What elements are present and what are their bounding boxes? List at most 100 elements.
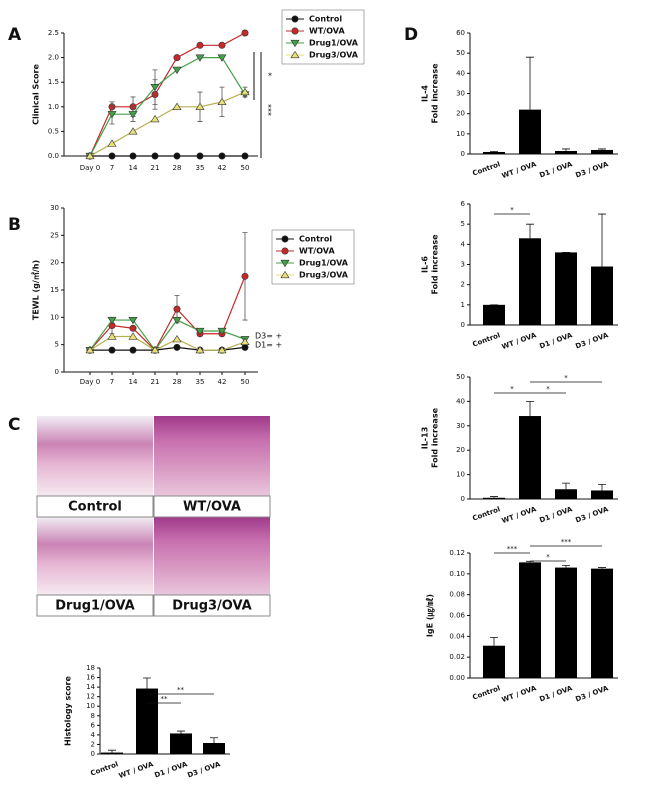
legend-label: Drug1/OVA: [299, 259, 349, 268]
significance-label: *: [510, 206, 514, 214]
bar: [203, 743, 225, 754]
series-line: [89, 276, 246, 352]
y-axis-label: IgE (㎍/㎖): [425, 594, 436, 637]
bar: [555, 252, 577, 325]
y-tick-label: 10: [86, 702, 95, 710]
y-axis-label: IL-4: [421, 85, 430, 102]
y-tick-label: 20: [456, 110, 465, 118]
bar: [519, 238, 541, 325]
series-line: [89, 335, 246, 351]
y-tick-label: 5: [55, 341, 59, 349]
x-tick-label: WT / OVA: [501, 684, 538, 704]
bar: [591, 490, 613, 499]
y-tick-label: 30: [456, 90, 465, 98]
data-point: [107, 139, 117, 147]
y-tick-label: 0: [55, 368, 59, 376]
image-caption: WT/OVA: [183, 500, 241, 515]
image-caption: Drug3/OVA: [172, 599, 252, 614]
data-point: [85, 151, 95, 160]
histology-image: [37, 416, 153, 496]
error-bar: [526, 56, 534, 110]
bar: [519, 416, 541, 499]
y-tick-label: 4: [461, 240, 466, 248]
significance-label: *: [510, 385, 514, 393]
bar: [170, 733, 192, 754]
data-point: [196, 152, 204, 160]
y-tick-label: 6: [91, 721, 96, 729]
y-tick-label: 12: [86, 693, 95, 701]
y-tick-label: 0: [461, 321, 465, 329]
annotation: D1= +: [255, 341, 282, 350]
legend-label: Drug3/OVA: [309, 51, 359, 60]
data-point: [241, 272, 249, 280]
x-tick-label: 21: [151, 164, 160, 172]
y-axis-label: Histology score: [64, 676, 73, 746]
x-tick-label: D1 / OVA: [538, 160, 573, 179]
significance-label: ***: [507, 545, 518, 553]
x-tick-label: 28: [173, 378, 182, 386]
error-bar: [490, 496, 498, 498]
legend-label: Drug3/OVA: [299, 271, 349, 280]
data-point: [107, 332, 117, 340]
y-tick-label: 30: [456, 422, 465, 430]
significance-label: **: [161, 695, 169, 703]
series-line: [89, 319, 246, 352]
data-point: [129, 346, 137, 354]
image-caption: Control: [68, 500, 122, 515]
bar: [591, 568, 613, 678]
x-tick-label: D3 / OVA: [574, 684, 609, 703]
y-tick-label: 0.06: [449, 612, 465, 620]
data-point: [241, 152, 249, 160]
legend-marker: [281, 235, 289, 243]
histology-images: Control WT/OVA Drug1/OVA Drug3/OVA: [36, 416, 271, 617]
y-tick-label: 10: [456, 471, 465, 479]
y-tick-label: 0.00: [449, 674, 465, 682]
y-tick-label: 6: [461, 200, 466, 208]
error-bar: [108, 749, 116, 753]
bar: [519, 109, 541, 154]
data-point: [241, 343, 249, 351]
data-point: [172, 102, 182, 110]
bar: [483, 645, 505, 678]
y-tick-label: 0.10: [449, 570, 465, 578]
x-tick-label: 14: [129, 378, 138, 386]
error-bar: [210, 737, 218, 744]
significance-label: ***: [561, 538, 572, 546]
data-point: [173, 54, 181, 62]
y-axis-label: IL-6: [421, 256, 430, 273]
panel-label: D: [404, 25, 418, 45]
y-tick-label: 10: [456, 130, 465, 138]
y-tick-label: 0.0: [48, 152, 59, 160]
y-tick-label: 3: [461, 261, 465, 269]
y-tick-label: 2: [91, 740, 95, 748]
legend-marker: [291, 15, 299, 23]
x-tick-label: 14: [129, 164, 138, 172]
histology-image: [154, 416, 270, 496]
data-point: [150, 114, 160, 123]
y-axis-label: Fold increase: [431, 407, 440, 468]
x-tick-label: 42: [218, 378, 227, 386]
y-tick-label: 5: [461, 220, 465, 228]
y-tick-label: 30: [50, 204, 59, 212]
data-point: [107, 111, 117, 119]
error-bar: [598, 213, 606, 267]
y-tick-label: 40: [456, 69, 465, 77]
y-tick-label: 0: [91, 750, 95, 758]
x-tick-label: Control: [471, 684, 501, 701]
y-axis-label: Fold increase: [431, 234, 440, 295]
y-tick-label: 0.02: [449, 653, 465, 661]
annotation: ***: [264, 104, 273, 116]
legend-label: WT/OVA: [309, 27, 345, 36]
x-tick-label: D3 / OVA: [574, 505, 609, 524]
error-bar: [177, 730, 185, 734]
data-point: [172, 335, 182, 343]
legend-label: WT/OVA: [299, 247, 335, 256]
y-tick-label: 20: [456, 446, 465, 454]
x-tick-label: 7: [110, 164, 114, 172]
legend-marker: [281, 247, 289, 255]
y-tick-label: 2.5: [48, 29, 59, 37]
y-tick-label: 1: [461, 301, 465, 309]
x-tick-label: 50: [241, 378, 250, 386]
data-point: [129, 152, 137, 160]
